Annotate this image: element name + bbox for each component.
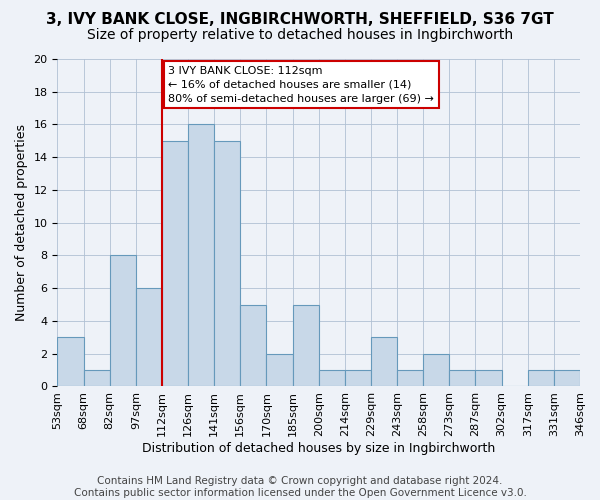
Bar xyxy=(397,370,423,386)
Bar xyxy=(83,370,110,386)
Text: Size of property relative to detached houses in Ingbirchworth: Size of property relative to detached ho… xyxy=(87,28,513,42)
Bar xyxy=(266,354,293,386)
Bar xyxy=(423,354,449,386)
Bar xyxy=(162,141,188,386)
Bar xyxy=(319,370,345,386)
Bar xyxy=(136,288,162,386)
Bar xyxy=(58,338,83,386)
Bar xyxy=(528,370,554,386)
Bar xyxy=(293,304,319,386)
Text: 3 IVY BANK CLOSE: 112sqm
← 16% of detached houses are smaller (14)
80% of semi-d: 3 IVY BANK CLOSE: 112sqm ← 16% of detach… xyxy=(169,66,434,104)
Bar xyxy=(449,370,475,386)
Bar xyxy=(554,370,580,386)
Text: Contains HM Land Registry data © Crown copyright and database right 2024.
Contai: Contains HM Land Registry data © Crown c… xyxy=(74,476,526,498)
Bar xyxy=(475,370,502,386)
Text: 3, IVY BANK CLOSE, INGBIRCHWORTH, SHEFFIELD, S36 7GT: 3, IVY BANK CLOSE, INGBIRCHWORTH, SHEFFI… xyxy=(46,12,554,28)
Bar xyxy=(188,124,214,386)
Y-axis label: Number of detached properties: Number of detached properties xyxy=(15,124,28,321)
Bar xyxy=(371,338,397,386)
Bar xyxy=(345,370,371,386)
Bar xyxy=(110,256,136,386)
Bar xyxy=(214,141,241,386)
Bar xyxy=(241,304,266,386)
X-axis label: Distribution of detached houses by size in Ingbirchworth: Distribution of detached houses by size … xyxy=(142,442,496,455)
